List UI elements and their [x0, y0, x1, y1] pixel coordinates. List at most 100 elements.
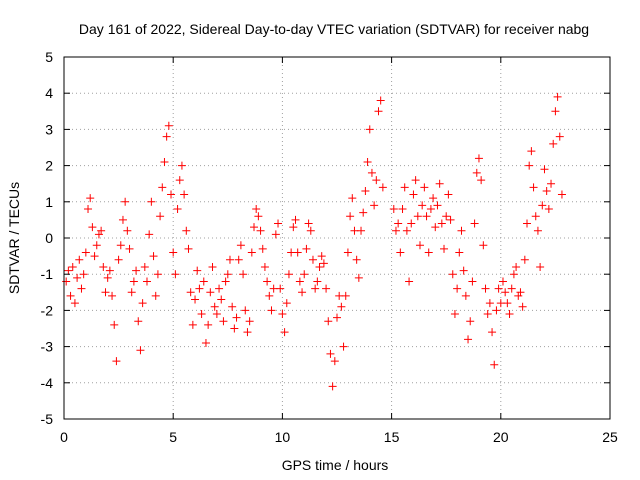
data-point [239, 270, 248, 279]
data-point [284, 270, 293, 279]
data-point [164, 121, 173, 130]
data-point [348, 194, 357, 203]
data-point [153, 270, 162, 279]
data-point [411, 176, 420, 185]
data-point [483, 310, 492, 319]
data-point [343, 248, 352, 257]
data-point [110, 320, 119, 329]
data-point [492, 306, 501, 315]
data-point [474, 154, 483, 163]
data-point [367, 168, 376, 177]
y-tick-label: -5 [41, 411, 54, 427]
data-point [302, 244, 311, 253]
data-point [142, 277, 151, 286]
data-point [409, 190, 418, 199]
data-point [167, 190, 176, 199]
data-point [291, 215, 300, 224]
data-point [400, 183, 409, 192]
data-point [191, 295, 200, 304]
data-point [503, 299, 512, 308]
x-axis-label: GPS time / hours [282, 457, 389, 473]
data-point [293, 248, 302, 257]
data-point [274, 219, 283, 228]
data-point [105, 266, 114, 275]
data-point [315, 262, 324, 271]
data-point [523, 219, 532, 228]
data-point [300, 270, 309, 279]
data-point [512, 262, 521, 271]
y-tick-label: 5 [45, 49, 53, 65]
data-point [479, 241, 488, 250]
data-point [162, 132, 171, 141]
data-point [396, 248, 405, 257]
chart-title: Day 161 of 2022, Sidereal Day-to-day VTE… [79, 21, 589, 37]
data-point [90, 252, 99, 261]
data-point [324, 317, 333, 326]
data-point [132, 266, 141, 275]
data-point [402, 226, 411, 235]
data-point [298, 288, 307, 297]
data-point [145, 230, 154, 239]
data-point [265, 291, 274, 300]
data-point [531, 212, 540, 221]
data-point [470, 219, 479, 228]
data-point [195, 284, 204, 293]
data-point [180, 190, 189, 199]
data-point [328, 382, 337, 391]
data-point [232, 313, 241, 322]
data-point [75, 255, 84, 264]
data-point [217, 295, 226, 304]
data-point [206, 288, 215, 297]
data-point [494, 284, 503, 293]
data-point [389, 205, 398, 214]
data-point [333, 313, 341, 322]
data-point [549, 139, 558, 148]
data-point [435, 179, 444, 188]
data-point [352, 255, 361, 264]
data-point [225, 255, 234, 264]
data-point [359, 208, 368, 217]
data-point [77, 284, 86, 293]
data-point [446, 215, 455, 224]
data-point [197, 310, 206, 319]
data-point [118, 215, 127, 224]
data-point [140, 262, 149, 271]
data-point [444, 190, 453, 199]
data-point [134, 317, 143, 326]
data-point [169, 248, 178, 257]
data-point [271, 230, 280, 239]
data-point [354, 273, 363, 282]
data-point [86, 194, 95, 203]
data-point [398, 205, 407, 214]
data-point [247, 248, 256, 257]
data-point [459, 266, 468, 275]
data-point [538, 201, 547, 210]
data-point [199, 277, 208, 286]
data-point [540, 165, 549, 174]
data-point [466, 317, 475, 326]
data-point [509, 270, 518, 279]
x-tick-label: 10 [275, 429, 291, 445]
x-tick-label: 0 [60, 429, 68, 445]
data-point [258, 244, 267, 253]
data-point [184, 244, 193, 253]
data-point [221, 277, 230, 286]
y-tick-label: -3 [41, 339, 54, 355]
data-point [236, 241, 245, 250]
y-tick-label: -4 [41, 375, 54, 391]
data-point [252, 205, 261, 214]
data-point [215, 284, 224, 293]
data-point [415, 241, 424, 250]
grid-lines [64, 57, 610, 419]
data-point [405, 277, 414, 286]
x-tick-label: 20 [493, 429, 509, 445]
x-tick-label: 15 [384, 429, 400, 445]
data-point [422, 212, 431, 221]
data-point [158, 183, 167, 192]
data-point [317, 252, 326, 261]
data-point [319, 259, 328, 268]
data-point [516, 288, 525, 297]
data-point [127, 288, 136, 297]
data-point [160, 157, 169, 166]
